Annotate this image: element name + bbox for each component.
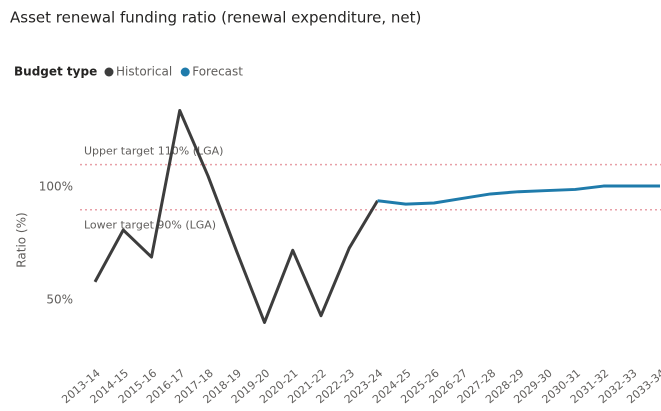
data-line — [93, 109, 379, 324]
legend-label: Forecast — [192, 65, 243, 79]
reference-label: Lower target 90% (LGA) — [84, 219, 216, 232]
y-axis-label: Ratio (%) — [15, 212, 29, 267]
chart-title: Asset renewal funding ratio (renewal exp… — [10, 9, 421, 27]
data-line — [377, 184, 660, 206]
legend-label: Historical — [116, 65, 172, 79]
legend-marker — [180, 67, 190, 77]
reference-label: Upper target 110% (LGA) — [84, 145, 223, 158]
legend-title: Budget type — [14, 65, 97, 79]
y-tick-label: 100% — [39, 180, 73, 194]
legend-marker — [104, 67, 114, 77]
y-tick-label: 50% — [46, 292, 73, 306]
